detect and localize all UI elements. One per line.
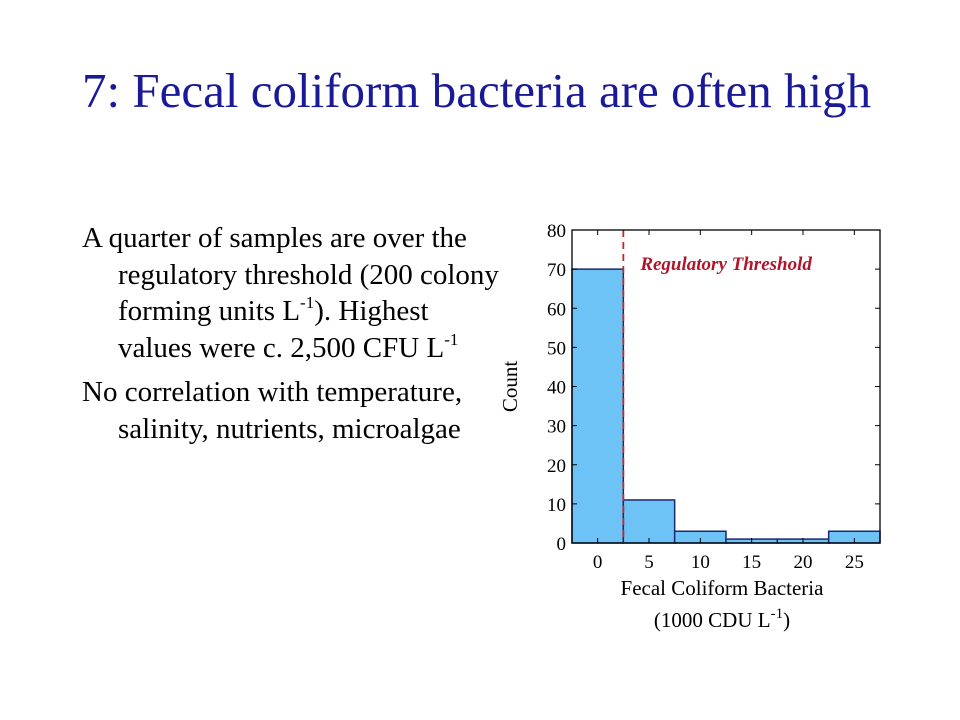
paragraph-threshold-text-a: A quarter of samples are over the regula…: [82, 222, 499, 327]
x-axis-label-units: (1000 CDU L: [654, 608, 771, 632]
y-tick-label-0: 0: [557, 534, 567, 555]
y-tick-label-30: 30: [547, 417, 566, 438]
superscript-minus-one-b: -1: [444, 329, 459, 349]
y-tick-label-80: 80: [547, 221, 566, 242]
y-tick-label-10: 10: [547, 495, 566, 516]
paragraph-threshold: A quarter of samples are over the regula…: [82, 220, 502, 366]
bullet-text: A quarter of samples are over the regula…: [82, 220, 502, 455]
histogram-bar-1: [622, 499, 676, 544]
paragraph-threshold-text-b: ). Highest values were c. 2,500 CFU L: [118, 295, 445, 364]
x-tick-label-0: 0: [593, 552, 603, 573]
x-tick-label-5: 5: [644, 552, 654, 573]
x-axis-label-close-paren: ): [783, 608, 790, 632]
x-tick-label-25: 25: [845, 552, 864, 573]
histogram-bar-0: [571, 268, 625, 544]
threshold-label: Regulatory Threshold: [639, 254, 812, 275]
superscript-minus-one-a: -1: [300, 293, 315, 312]
x-tick-label-20: 20: [794, 552, 813, 573]
axis-ticks: 0 10 20 30 40 50 60 70 80 0 5 10 15 20 25: [547, 221, 880, 573]
y-axis-label: Count: [498, 361, 522, 413]
x-axis-label-superscript: -1: [771, 606, 784, 622]
x-axis-label-line1: Fecal Coliform Bacteria: [621, 576, 825, 600]
slide-title: 7: Fecal coliform bacteria are often hig…: [82, 63, 872, 118]
paragraph-correlation: No correlation with temperature, salinit…: [82, 376, 463, 445]
x-axis-label-line2: (1000 CDU L-1): [654, 606, 790, 632]
y-tick-label-40: 40: [547, 378, 566, 399]
histogram-bars: [571, 268, 881, 544]
y-tick-label-20: 20: [547, 456, 566, 477]
x-tick-label-15: 15: [742, 552, 761, 573]
y-tick-label-50: 50: [547, 338, 566, 359]
y-tick-label-60: 60: [547, 299, 566, 320]
y-tick-label-70: 70: [547, 260, 566, 281]
x-tick-label-10: 10: [691, 552, 710, 573]
histogram-chart: Regulatory Threshold 0 10 20 30 40 50 60 70 80 0 5…: [498, 221, 881, 632]
